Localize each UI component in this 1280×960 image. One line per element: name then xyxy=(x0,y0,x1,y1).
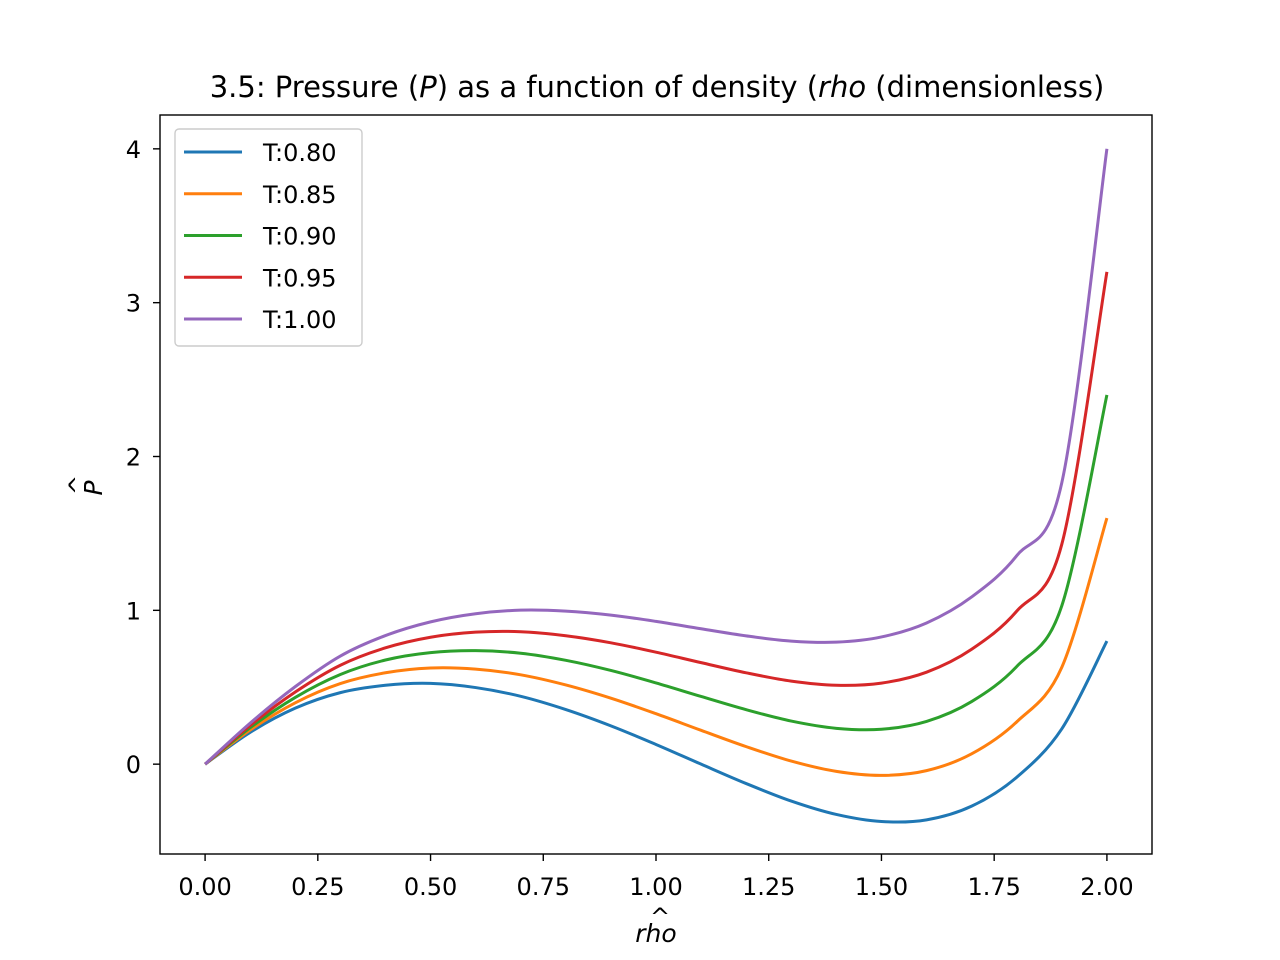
y-axis-ticks: 0 1 2 3 4 xyxy=(126,136,160,779)
y-tick-label: 3 xyxy=(126,290,141,318)
series-line-3 xyxy=(204,271,1109,766)
y-tick-label: 2 xyxy=(126,444,141,472)
x-tick-label: 1.75 xyxy=(967,873,1020,901)
x-axis-label: rho xyxy=(635,919,676,948)
y-axis-label-hat: ^ xyxy=(64,475,92,495)
legend: T:0.80 T:0.85 T:0.90 T:0.95 T:1.00 xyxy=(174,128,363,347)
legend-label-2: T:0.90 xyxy=(262,223,337,251)
legend-box xyxy=(174,128,363,347)
x-tick-label: 0.00 xyxy=(178,873,231,901)
y-axis-label: P xyxy=(79,480,108,496)
legend-label-4: T:1.00 xyxy=(262,306,337,334)
y-tick-label: 0 xyxy=(126,751,141,779)
legend-items: T:0.80 T:0.85 T:0.90 T:0.95 T:1.00 xyxy=(184,139,337,334)
x-tick-label: 1.25 xyxy=(742,873,795,901)
x-tick-label: 0.25 xyxy=(291,873,344,901)
legend-label-1: T:0.85 xyxy=(262,181,337,209)
x-tick-label: 1.50 xyxy=(855,873,908,901)
series-lines xyxy=(204,148,1109,824)
y-tick-label: 1 xyxy=(126,597,141,625)
series-line-2 xyxy=(204,394,1109,766)
chart-title: 3.5: Pressure (P) as a function of densi… xyxy=(210,70,1105,104)
x-tick-label: 2.00 xyxy=(1080,873,1133,901)
x-axis-label-hat: ^ xyxy=(650,903,670,931)
title-rho-hat: rho xyxy=(818,70,866,104)
x-tick-label: 0.75 xyxy=(517,873,570,901)
series-line-0 xyxy=(204,640,1109,824)
legend-label-3: T:0.95 xyxy=(262,264,337,292)
x-axis-ticks: 0.00 0.25 0.50 0.75 1.00 1.25 1.50 1.75 2.00 xyxy=(178,854,1134,901)
y-tick-label: 4 xyxy=(126,136,141,164)
x-tick-label: 1.00 xyxy=(629,873,682,901)
x-tick-label: 0.50 xyxy=(404,873,457,901)
series-line-4 xyxy=(204,148,1109,766)
legend-label-0: T:0.80 xyxy=(262,139,337,167)
series-line-1 xyxy=(204,517,1109,777)
title-p-hat: P xyxy=(419,70,437,104)
